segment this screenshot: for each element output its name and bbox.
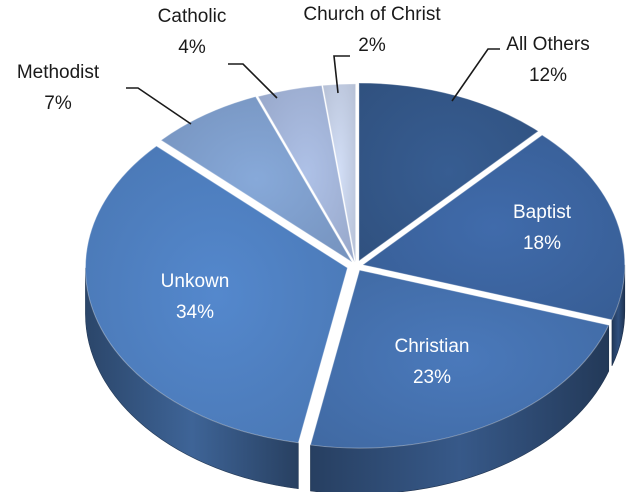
pie-slice-baptist — [361, 134, 626, 321]
pie-slice-methodist — [160, 95, 353, 263]
leader-line-all-others — [451, 48, 500, 102]
slice-label-all-others: All Others — [506, 34, 589, 55]
pie-slice-church-of-christ — [322, 83, 357, 263]
leader-line-catholic — [228, 63, 278, 99]
pie-slice-christian — [309, 269, 610, 449]
leader-lines — [126, 48, 500, 125]
slice-label-unkown: Unkown — [161, 271, 230, 292]
pie-slice-side-unkown — [85, 267, 299, 490]
pie-slice-catholic — [257, 84, 355, 263]
slice-value-christian: 23% — [413, 367, 451, 388]
leader-line-methodist — [126, 87, 192, 125]
slice-label-catholic: Catholic — [158, 6, 227, 27]
pie-slice-unkown — [84, 145, 349, 444]
pie-slices — [84, 82, 626, 449]
slice-value-baptist: 18% — [523, 233, 561, 254]
slice-value-church-of-christ: 2% — [358, 35, 386, 56]
data-labels: All Others 12% Baptist 18% Christian 23% Unkow… — [17, 4, 590, 388]
slice-value-all-others: 12% — [529, 65, 567, 86]
slice-label-baptist: Baptist — [513, 202, 572, 223]
slice-label-christian: Christian — [395, 336, 470, 357]
leader-line-church-of-christ — [333, 55, 350, 94]
slice-value-catholic: 4% — [178, 37, 206, 58]
slice-label-church-of-christ: Church of Christ — [303, 4, 441, 25]
slice-label-methodist: Methodist — [17, 62, 100, 83]
slice-value-methodist: 7% — [44, 93, 72, 114]
slice-value-unkown: 34% — [176, 302, 214, 323]
